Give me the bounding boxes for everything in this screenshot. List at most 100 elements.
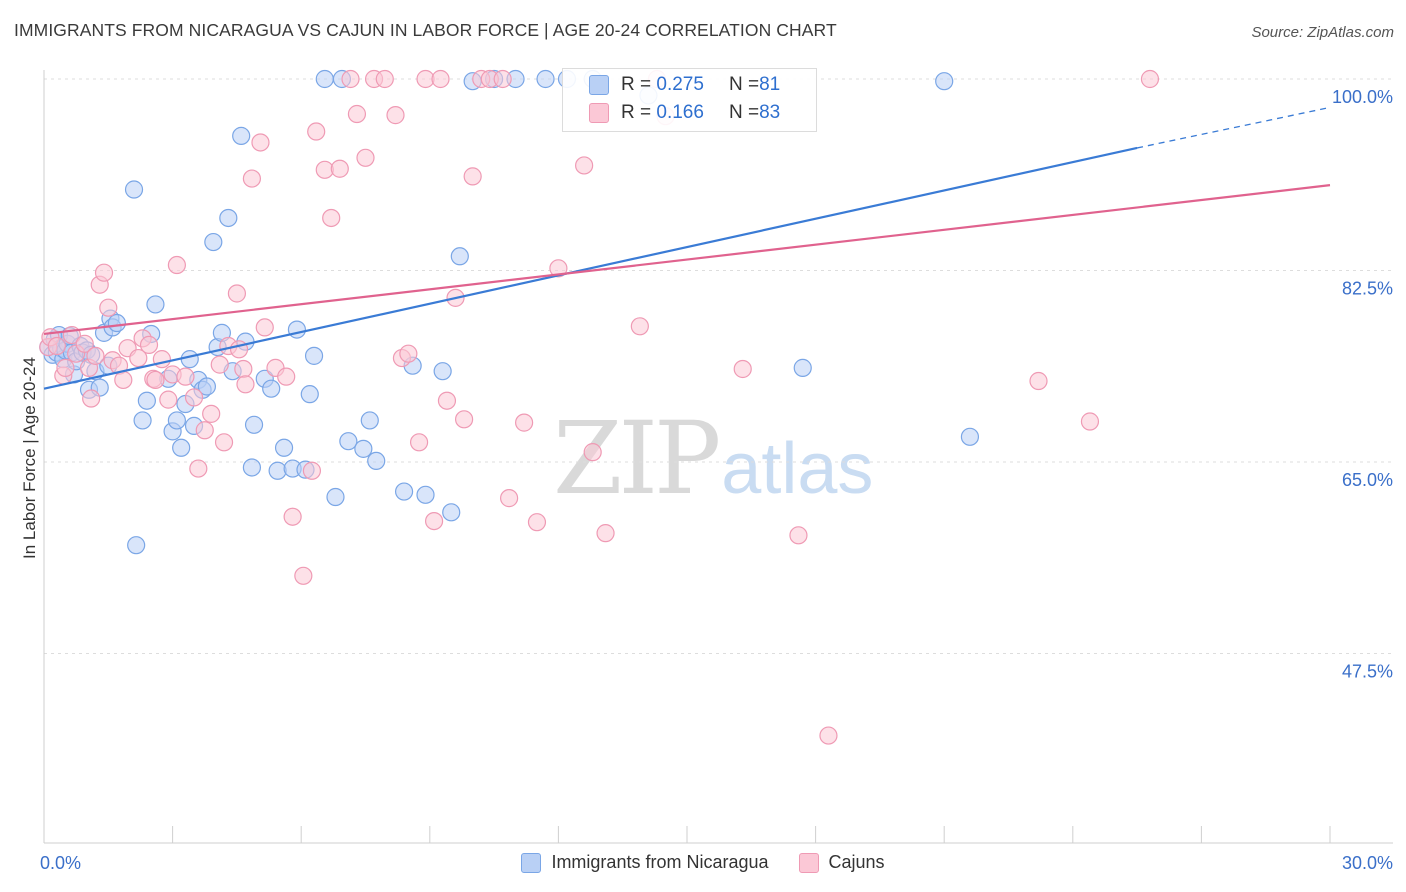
point-cajun [159,390,178,409]
point-nicaragua [339,432,358,451]
point-cajun [210,355,229,374]
point-cajun [493,69,512,89]
point-cajun [330,159,349,178]
point-nicaragua [167,411,186,430]
point-cajun [184,388,204,407]
point-nicaragua [180,350,199,369]
point-cajun [255,318,274,337]
point-cajun [75,334,94,353]
point-cajun [302,461,322,480]
tick-labels: 100.0% 82.5% 65.0% 47.5% 0.0% 30.0% [40,87,1393,873]
point-cajun [819,726,838,745]
n-value-nicaragua: 81 [759,74,781,95]
point-nicaragua [219,208,238,228]
point-cajun [307,122,326,141]
x-tick-label-min: 0.0% [40,853,81,873]
point-nicaragua [204,232,223,252]
n-label: N = [729,74,760,95]
point-cajun [129,348,148,368]
y-tick-label: 82.5% [1342,279,1393,299]
point-cajun [167,255,186,275]
point-nicaragua [244,415,264,434]
stats-row-nicaragua: R = 0.275 N = 81 [589,74,780,96]
point-cajun [202,404,221,423]
point-cajun [283,507,302,526]
point-cajun [596,524,615,543]
point-cajun [789,526,808,545]
point-cajun [1080,412,1100,431]
point-cajun [375,69,394,89]
point-cajun [56,358,75,377]
point-nicaragua [232,126,251,146]
point-nicaragua [107,313,126,333]
point-cajun [251,133,270,152]
series-nicaragua-points [39,69,980,555]
point-cajun [99,298,118,317]
point-nicaragua [274,438,294,457]
stats-row-cajun: R = 0.166 N = 83 [589,102,780,124]
point-cajun [277,367,296,386]
y-tick-label: 100.0% [1332,87,1393,107]
r-label: R = [621,102,657,123]
point-cajun [236,375,255,394]
point-cajun [437,391,457,410]
legend-label-nicaragua: Immigrants from Nicaragua [551,852,769,872]
point-cajun [294,566,313,585]
legend-swatch-blue [589,75,609,95]
point-nicaragua [450,247,469,266]
point-nicaragua [960,427,980,446]
point-cajun [214,433,234,452]
y-tick-label: 65.0% [1342,470,1393,490]
point-nicaragua [360,411,379,430]
trend-lines [43,106,1331,390]
point-cajun [463,167,482,186]
point-cajun [47,336,66,356]
series-cajun-points [39,69,1160,745]
x-tick-label-max: 30.0% [1342,853,1393,873]
point-cajun [409,433,429,452]
legend-swatch-pink [589,103,609,123]
point-cajun [549,259,568,278]
point-cajun [195,421,214,440]
point-cajun [630,317,649,336]
trend-line-cajun [43,184,1331,336]
point-nicaragua [354,439,373,458]
n-label: N = [729,102,760,123]
point-cajun [500,489,519,508]
point-nicaragua [367,451,386,471]
r-label: R = [621,74,657,95]
point-cajun [399,344,418,363]
point-nicaragua [394,482,414,501]
axes [43,70,1393,844]
point-cajun [322,208,341,228]
point-cajun [146,370,165,390]
point-cajun [242,169,262,188]
point-cajun [176,367,195,386]
r-value-cajun: 0.166 [656,102,704,123]
y-axis-label: In Labor Force | Age 20-24 [20,357,39,559]
point-nicaragua [268,461,287,480]
point-cajun [424,511,444,531]
point-cajun [227,284,246,303]
point-cajun [114,370,133,390]
point-cajun [575,156,594,175]
point-nicaragua [416,485,435,504]
point-nicaragua [433,362,452,381]
point-nicaragua [262,379,281,398]
point-nicaragua [127,536,146,555]
point-cajun [86,346,105,365]
legend-swatch-blue [521,852,542,873]
point-cajun [733,359,752,379]
point-cajun [356,148,375,167]
point-nicaragua [137,391,156,410]
point-cajun [94,263,114,282]
legend-label-cajun: Cajuns [828,852,885,872]
point-cajun [347,104,367,124]
point-nicaragua [172,438,191,457]
point-nicaragua [536,69,555,89]
stats-legend: R = 0.275 N = 81 R = 0.166 N = 83 [562,68,817,132]
point-cajun [139,335,159,355]
point-cajun [234,359,253,379]
point-cajun [431,69,450,89]
